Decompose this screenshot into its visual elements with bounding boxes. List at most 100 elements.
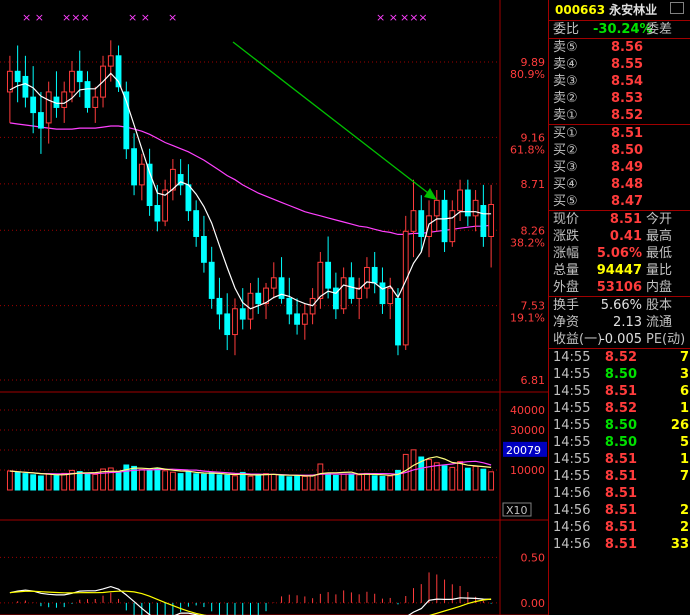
volume-bar[interactable] [433,462,440,491]
candle-up[interactable] [232,308,238,336]
volume-bar[interactable] [169,471,176,491]
tick-row[interactable]: 14:56 8.51 2 [549,519,690,536]
candle-down[interactable] [185,184,192,212]
candle-up[interactable] [61,91,68,108]
volume-bar[interactable] [480,468,487,491]
candle-down[interactable] [371,266,378,284]
candle-down[interactable] [464,189,471,217]
candle-up[interactable] [433,199,440,217]
volume-bar[interactable] [294,475,300,491]
candle-up[interactable] [488,203,495,237]
candle-down[interactable] [216,297,223,315]
volume-bar[interactable] [317,463,324,491]
volume-bar[interactable] [371,475,378,491]
volume-bar[interactable] [107,467,114,491]
ask-row[interactable]: 卖② 8.53 [549,90,690,107]
candle-up[interactable] [356,287,363,299]
volume-bar[interactable] [441,465,448,491]
candle-up[interactable] [301,313,308,325]
candle-up[interactable] [45,91,52,124]
candle-down[interactable] [76,70,83,83]
volume-bar[interactable] [38,475,44,491]
volume-bar[interactable] [224,474,231,491]
stock-header[interactable]: 000663 永安林业 [549,0,690,20]
candle-up[interactable] [263,287,269,305]
tick-list[interactable]: 14:55 8.52 7 14:55 8.50 3 14:55 8.51 6 14:55 8.52 1… [549,349,690,553]
tick-row[interactable]: 14:56 8.51 33 [549,536,690,553]
candle-up[interactable] [364,266,370,289]
volume-bar[interactable] [208,472,215,491]
volume-bar[interactable] [154,467,161,491]
volume-bar[interactable] [348,473,355,491]
volume-bar[interactable] [356,474,363,491]
volume-bar[interactable] [30,474,37,491]
volume-bar[interactable] [53,475,60,491]
volume-bar[interactable] [263,473,269,491]
candle-down[interactable] [480,205,487,237]
volume-bar[interactable] [255,474,262,491]
volume-bar[interactable] [177,473,184,491]
tick-row[interactable]: 14:55 8.51 6 [549,383,690,400]
ask-row[interactable]: 卖③ 8.54 [549,73,690,90]
candle-down[interactable] [177,174,184,186]
ask-row[interactable]: 卖④ 8.55 [549,56,690,73]
candle-down[interactable] [154,205,161,222]
volume-bar[interactable] [457,461,463,491]
volume-bar[interactable] [162,470,169,491]
candle-down[interactable] [294,313,300,325]
volume-bar[interactable] [379,475,386,491]
bid-row[interactable]: 买① 8.51 [549,125,690,142]
candle-down[interactable] [278,277,285,299]
candle-down[interactable] [441,199,448,243]
volume-bar[interactable] [216,474,223,491]
candle-down[interactable] [325,261,332,289]
candle-up[interactable] [247,292,254,320]
volume-bar[interactable] [286,476,293,491]
volume-bar[interactable] [193,473,200,491]
volume-bar[interactable] [138,469,145,491]
volume-bar[interactable] [449,466,456,491]
volume-bar[interactable] [278,475,285,491]
tick-row[interactable]: 14:55 8.51 1 [549,451,690,468]
candle-up[interactable] [387,287,394,305]
candle-down[interactable] [131,148,137,186]
candle-up[interactable] [92,96,99,108]
candle-down[interactable] [38,112,44,129]
volume-bar[interactable] [426,459,432,491]
volume-bar[interactable] [92,473,99,491]
volume-bar[interactable] [84,472,91,491]
volume-bar[interactable] [418,456,425,491]
ask-row[interactable]: 卖⑤ 8.56 [549,39,690,56]
volume-bar[interactable] [472,465,479,491]
candle-down[interactable] [22,75,29,98]
volume-bar[interactable] [232,475,238,491]
candle-down[interactable] [84,81,91,108]
candle-down[interactable] [193,210,200,237]
candle-up[interactable] [69,70,75,93]
tick-row[interactable]: 14:55 8.50 26 [549,417,690,434]
bid-row[interactable]: 买③ 8.49 [549,159,690,176]
window-icon[interactable] [670,2,684,14]
candle-down[interactable] [14,70,21,83]
volume-bar[interactable] [332,474,339,491]
candle-up[interactable] [107,55,114,67]
candle-down[interactable] [239,308,246,320]
volume-bar[interactable] [76,471,83,491]
candle-down[interactable] [146,163,153,207]
volume-bar[interactable] [488,471,495,491]
tick-row[interactable]: 14:55 8.52 7 [549,349,690,366]
volume-bar[interactable] [14,471,21,491]
volume-bar[interactable] [185,470,192,491]
tick-row[interactable]: 14:55 8.50 3 [549,366,690,383]
candle-down[interactable] [201,235,207,263]
volume-bar[interactable] [61,472,68,491]
candle-down[interactable] [286,297,293,315]
volume-bar[interactable] [131,465,137,491]
volume-bar[interactable] [22,473,29,491]
volume-bar[interactable] [146,469,153,491]
volume-bar[interactable] [395,469,401,491]
candle-down[interactable] [115,55,122,88]
volume-bar[interactable] [325,472,332,491]
tick-row[interactable]: 14:55 8.51 7 [549,468,690,485]
